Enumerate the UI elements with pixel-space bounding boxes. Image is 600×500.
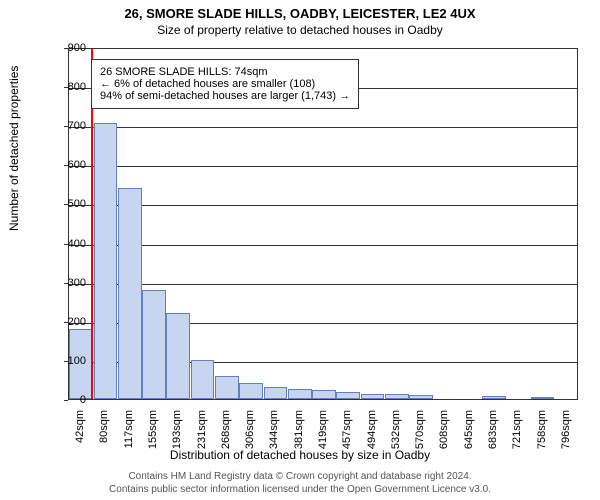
x-tick-label: 193sqm (171, 410, 183, 450)
histogram-bar (531, 397, 555, 399)
x-tick-label: 532sqm (390, 410, 402, 450)
y-tick-mark (64, 283, 68, 284)
y-tick-label: 900 (68, 42, 86, 54)
x-tick-label: 231sqm (196, 410, 208, 450)
x-tick-label: 155sqm (147, 410, 159, 450)
x-tick-label: 758sqm (536, 410, 548, 450)
gridline (69, 166, 577, 167)
gridline (69, 284, 577, 285)
footer-line-2: Contains public sector information licen… (0, 483, 600, 496)
x-tick-label: 268sqm (220, 410, 232, 450)
y-tick-label: 300 (68, 277, 86, 289)
x-tick-label: 796sqm (560, 410, 572, 450)
x-tick-label: 306sqm (244, 410, 256, 450)
x-tick-label: 42sqm (74, 410, 86, 450)
histogram-bar (118, 188, 142, 399)
x-tick-label: 683sqm (487, 410, 499, 450)
histogram-bar (409, 395, 433, 399)
info-line-2: ← 6% of detached houses are smaller (108… (100, 78, 350, 90)
footer: Contains HM Land Registry data © Crown c… (0, 470, 600, 496)
histogram-bar (166, 313, 190, 399)
x-tick-label: 645sqm (463, 410, 475, 450)
x-axis-label: Distribution of detached houses by size … (0, 448, 600, 462)
y-tick-label: 100 (68, 355, 86, 367)
x-tick-label: 381sqm (293, 410, 305, 450)
histogram-bar (482, 396, 506, 399)
histogram-bar (361, 394, 385, 399)
y-axis-label: Number of detached properties (7, 66, 21, 231)
histogram-bar (288, 389, 312, 399)
x-tick-label: 117sqm (123, 410, 135, 450)
histogram-bar (239, 383, 263, 399)
plot-area: 26 SMORE SLADE HILLS: 74sqm ← 6% of deta… (68, 48, 578, 400)
y-tick-label: 800 (68, 81, 86, 93)
x-tick-label: 457sqm (341, 410, 353, 450)
x-tick-label: 80sqm (98, 410, 110, 450)
info-line-3: 94% of semi-detached houses are larger (… (100, 90, 350, 102)
y-tick-mark (64, 361, 68, 362)
info-line-1: 26 SMORE SLADE HILLS: 74sqm (100, 66, 350, 78)
x-tick-label: 570sqm (414, 410, 426, 450)
chart-container: 26, SMORE SLADE HILLS, OADBY, LEICESTER,… (0, 0, 600, 500)
y-tick-mark (64, 244, 68, 245)
x-tick-label: 608sqm (438, 410, 450, 450)
x-tick-label: 721sqm (511, 410, 523, 450)
y-tick-mark (64, 165, 68, 166)
x-tick-label: 344sqm (268, 410, 280, 450)
x-tick-label: 419sqm (317, 410, 329, 450)
y-tick-label: 0 (80, 394, 86, 406)
gridline (69, 245, 577, 246)
histogram-bar (312, 390, 336, 399)
histogram-bar (142, 290, 166, 400)
y-tick-mark (64, 87, 68, 88)
y-tick-mark (64, 204, 68, 205)
x-tick-label: 494sqm (366, 410, 378, 450)
y-tick-mark (64, 322, 68, 323)
y-tick-mark (64, 400, 68, 401)
gridline (69, 127, 577, 128)
histogram-bar (191, 360, 215, 399)
histogram-bar (385, 394, 409, 399)
histogram-bar (264, 387, 288, 400)
y-tick-label: 600 (68, 159, 86, 171)
y-tick-mark (64, 126, 68, 127)
y-tick-label: 200 (68, 316, 86, 328)
gridline (69, 205, 577, 206)
histogram-bar (215, 376, 239, 399)
info-box: 26 SMORE SLADE HILLS: 74sqm ← 6% of deta… (91, 59, 359, 109)
y-tick-label: 500 (68, 198, 86, 210)
y-tick-label: 700 (68, 120, 86, 132)
histogram-bar (336, 392, 360, 399)
chart-subtitle: Size of property relative to detached ho… (0, 21, 600, 37)
y-tick-label: 400 (68, 238, 86, 250)
footer-line-1: Contains HM Land Registry data © Crown c… (0, 470, 600, 483)
histogram-bar (94, 123, 118, 399)
chart-title: 26, SMORE SLADE HILLS, OADBY, LEICESTER,… (0, 0, 600, 21)
y-tick-mark (64, 48, 68, 49)
